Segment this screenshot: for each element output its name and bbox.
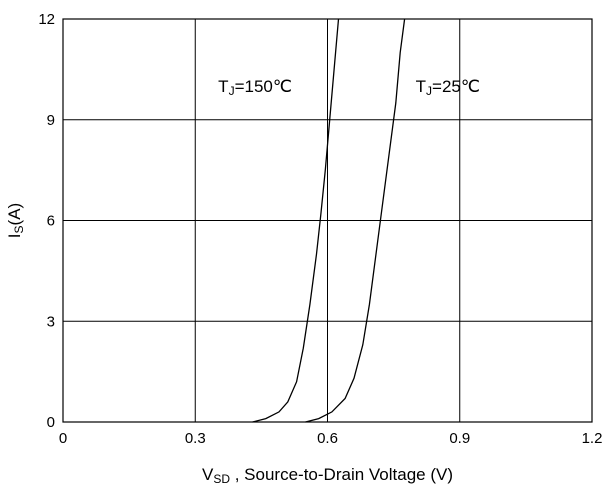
x-tick-label: 0: [59, 430, 67, 447]
y-tick-label: 9: [47, 112, 55, 129]
series-line-0: [252, 18, 340, 423]
y-tick-label: 3: [47, 313, 55, 330]
x-tick-label: 0.9: [449, 430, 470, 447]
y-tick-label: 0: [47, 414, 55, 431]
grid-lines: [63, 19, 592, 422]
series-label-0: TJ=150℃: [218, 77, 292, 98]
x-axis-title-rest: , Source-to-Drain Voltage (V): [230, 465, 453, 484]
series-label-1: TJ=25℃: [416, 77, 480, 98]
y-tick-label: 6: [47, 213, 55, 230]
curves: [252, 18, 406, 423]
tick-labels: 0 0.3 0.6 0.9 1.2 0 3 6 9 12: [38, 11, 602, 447]
x-axis-title: VSD , Source-to-Drain Voltage (V): [202, 465, 453, 486]
y-tick-label: 12: [38, 11, 55, 28]
plot-frame: [62, 18, 593, 423]
series-line-1: [305, 18, 406, 423]
curve-annotations: TJ=150℃ TJ=25℃: [218, 77, 480, 98]
x-axis-title-main: V: [202, 465, 214, 484]
y-axis-title-sub: S: [12, 225, 26, 233]
x-tick-label: 0.3: [185, 430, 206, 447]
x-tick-label: 1.2: [582, 430, 603, 447]
y-axis-title-main: I: [5, 233, 24, 238]
y-axis-title-rest: (A): [5, 203, 24, 226]
x-axis-title-sub: SD: [213, 472, 230, 486]
x-tick-label: 0.6: [317, 430, 338, 447]
y-axis-title: IS(A): [5, 203, 26, 238]
